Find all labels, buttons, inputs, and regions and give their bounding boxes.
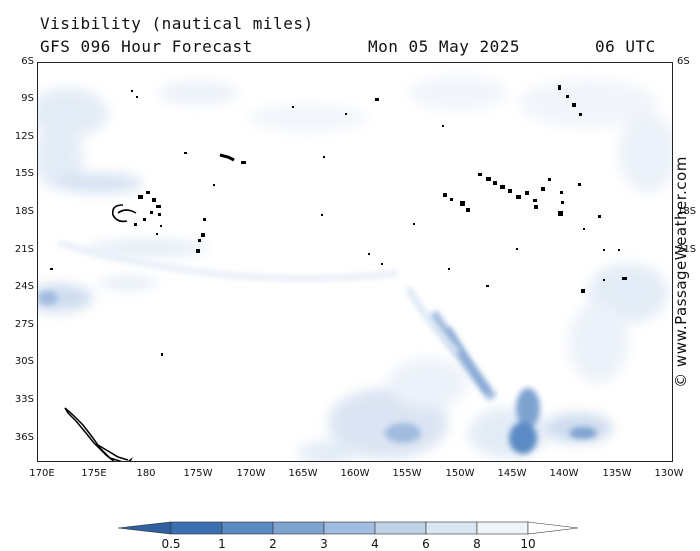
colorbar-segment [374, 521, 427, 535]
legend-label: 6 [422, 537, 430, 551]
lat-label: 15S [14, 168, 34, 179]
legend-label: 4 [371, 537, 379, 551]
map-title: Visibility (nautical miles) [40, 14, 314, 33]
lat-label-right: 6S [677, 56, 690, 67]
colorbar-segment [323, 521, 376, 535]
land-features [50, 85, 627, 461]
visibility-map [37, 62, 673, 462]
lon-label: 145W [497, 468, 527, 479]
colorbar-segment [476, 521, 529, 535]
lat-label: 27S [14, 319, 34, 330]
legend-label: 0.5 [161, 537, 181, 551]
site-watermark: © www.PassageWeather.com [672, 156, 690, 388]
lat-label: 33S [14, 394, 34, 405]
legend-label: 8 [473, 537, 481, 551]
lat-label: 9S [21, 93, 34, 104]
lat-label: 6S [21, 56, 34, 67]
lon-label: 130W [654, 468, 684, 479]
lon-label: 170W [236, 468, 266, 479]
legend-label: 2 [269, 537, 277, 551]
colorbar-max-arrow [527, 521, 579, 535]
lon-label: 160W [340, 468, 370, 479]
lat-label: 21S [14, 244, 34, 255]
lat-label-right: 18S [677, 206, 697, 217]
lon-label: 150W [445, 468, 475, 479]
colorbar-segment [170, 521, 223, 535]
lon-label: 175W [183, 468, 213, 479]
lon-label: 175E [81, 468, 107, 479]
legend-label: 3 [320, 537, 328, 551]
colorbar-segment [425, 521, 478, 535]
lon-label: 165W [288, 468, 318, 479]
forecast-label: GFS 096 Hour Forecast [40, 37, 253, 56]
colorbar-segment [221, 521, 274, 535]
lat-label: 30S [14, 356, 34, 367]
legend-label: 1 [218, 537, 226, 551]
colorbar-segment [272, 521, 325, 535]
lat-label: 18S [14, 206, 34, 217]
lat-label-right: 21S [677, 244, 697, 255]
lon-label: 170E [29, 468, 55, 479]
legend-label: 10 [520, 537, 536, 551]
visibility-field [38, 75, 672, 461]
forecast-date: Mon 05 May 2025 [368, 37, 520, 56]
forecast-time: 06 UTC [595, 37, 656, 56]
lon-label: 155W [392, 468, 422, 479]
lat-label: 24S [14, 281, 34, 292]
visibility-colorbar [118, 521, 579, 535]
lon-label: 180 [136, 468, 156, 479]
lat-label: 12S [14, 131, 34, 142]
lon-label: 135W [602, 468, 632, 479]
lat-label: 36S [14, 432, 34, 443]
lon-label: 140W [549, 468, 579, 479]
colorbar-min-arrow [118, 521, 172, 535]
